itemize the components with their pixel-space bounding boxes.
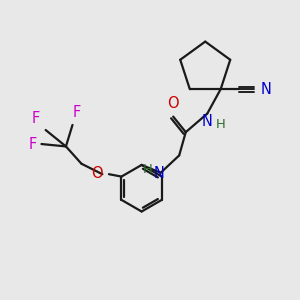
Text: F: F bbox=[73, 105, 81, 120]
Text: N: N bbox=[261, 82, 272, 97]
Text: O: O bbox=[91, 166, 102, 181]
Text: N: N bbox=[202, 114, 213, 129]
Text: F: F bbox=[32, 111, 40, 126]
Text: O: O bbox=[167, 96, 179, 111]
Text: N: N bbox=[153, 166, 164, 181]
Text: F: F bbox=[29, 136, 37, 152]
Text: H: H bbox=[215, 118, 225, 131]
Text: H: H bbox=[142, 163, 152, 176]
